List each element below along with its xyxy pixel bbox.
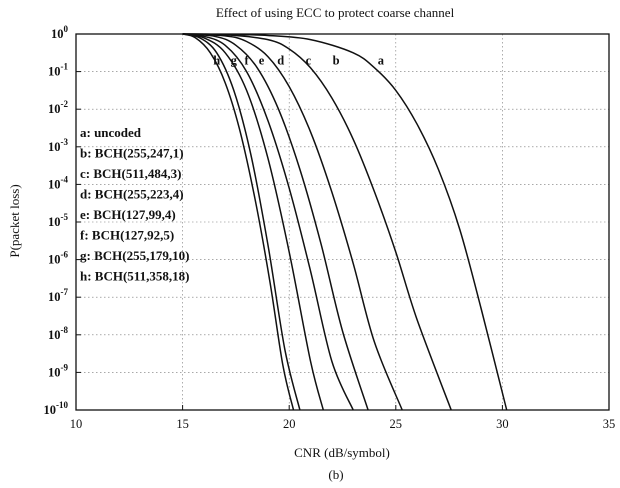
y-axis-ticks: 100 10-1 10-2 10-3 10-4 10-5 10-6 10-7 10-8 10-9 1… bbox=[44, 24, 81, 417]
curve-label-h: h bbox=[213, 53, 220, 67]
curve-label-e: e bbox=[259, 53, 265, 67]
x-tick-label: 10 bbox=[70, 417, 83, 431]
curves bbox=[182, 33, 508, 411]
y-tick-label: 10-1 bbox=[48, 62, 68, 79]
y-tick-label: 10-10 bbox=[44, 400, 69, 417]
series-line-b bbox=[182, 33, 452, 411]
legend-entry: a: uncoded bbox=[80, 125, 142, 140]
y-tick-label: 10-9 bbox=[48, 362, 68, 379]
series-line-c bbox=[182, 33, 403, 411]
x-tick-label: 15 bbox=[176, 417, 189, 431]
series-line-a bbox=[182, 33, 508, 411]
grid bbox=[75, 33, 610, 411]
y-tick-label: 10-5 bbox=[48, 212, 68, 229]
curve-label-a: a bbox=[378, 53, 385, 67]
legend-entry: g: BCH(255,179,10) bbox=[80, 248, 189, 263]
series-line-e bbox=[182, 33, 354, 411]
x-tick-label: 35 bbox=[603, 417, 616, 431]
legend-entry: b: BCH(255,247,1) bbox=[80, 146, 184, 161]
x-axis-label: CNR (dB/symbol) bbox=[294, 445, 390, 460]
curve-label-d: d bbox=[277, 53, 284, 67]
series-line-f bbox=[182, 33, 325, 411]
x-tick-label: 20 bbox=[283, 417, 296, 431]
series-line-h bbox=[182, 33, 295, 411]
curve-label-f: f bbox=[244, 53, 249, 67]
y-tick-label: 10-4 bbox=[48, 174, 68, 191]
chart-title: Effect of using ECC to protect coarse ch… bbox=[216, 5, 455, 20]
x-tick-label: 25 bbox=[390, 417, 403, 431]
y-axis-label: P(packet loss) bbox=[7, 184, 22, 257]
figure-caption: (b) bbox=[328, 467, 343, 482]
y-tick-label: 10-6 bbox=[48, 250, 68, 267]
y-tick-label: 100 bbox=[51, 24, 69, 41]
y-tick-label: 10-3 bbox=[48, 137, 68, 154]
x-tick-label: 30 bbox=[496, 417, 509, 431]
legend-entry: f: BCH(127,92,5) bbox=[80, 228, 174, 243]
legend-entry: c: BCH(511,484,3) bbox=[80, 166, 181, 181]
x-axis-ticks: 10 15 20 25 30 35 bbox=[70, 405, 616, 431]
y-tick-label: 10-8 bbox=[48, 325, 68, 342]
series-line-g bbox=[182, 33, 301, 411]
curve-label-c: c bbox=[306, 53, 312, 67]
legend-entry: d: BCH(255,223,4) bbox=[80, 187, 184, 202]
y-tick-label: 10-2 bbox=[48, 99, 68, 116]
curve-label-g: g bbox=[231, 53, 238, 67]
series-line-d bbox=[182, 33, 369, 411]
legend-entry: e: BCH(127,99,4) bbox=[80, 207, 176, 222]
legend: a: uncoded b: BCH(255,247,1) c: BCH(511,48… bbox=[80, 125, 189, 284]
legend-entry: h: BCH(511,358,18) bbox=[80, 269, 189, 284]
curve-label-b: b bbox=[333, 53, 340, 67]
y-tick-label: 10-7 bbox=[48, 287, 68, 304]
